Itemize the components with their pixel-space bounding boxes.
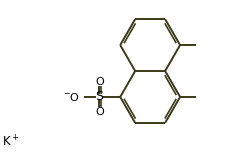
Text: O: O [95,107,103,117]
Text: O: O [95,77,103,87]
Text: $^{-}$O: $^{-}$O [63,91,80,103]
Text: K$^+$: K$^+$ [2,134,19,150]
Text: S: S [95,90,103,103]
